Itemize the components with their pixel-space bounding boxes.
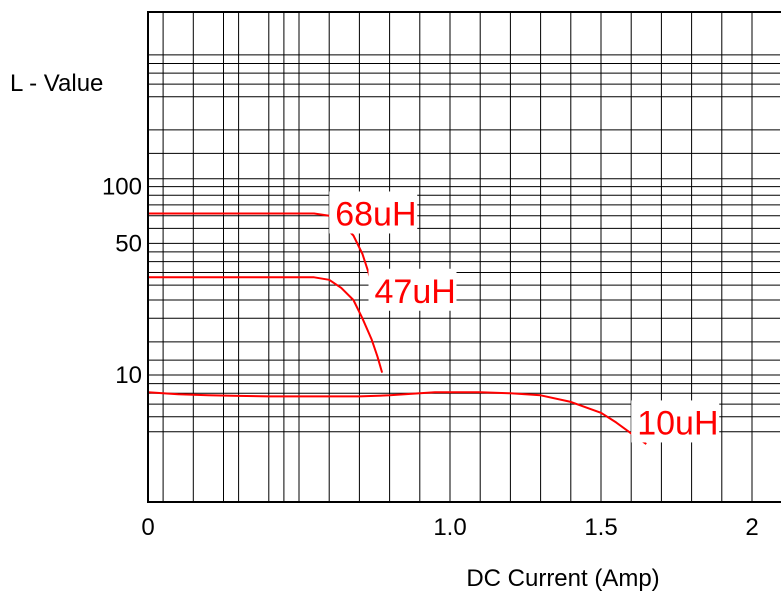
plot-frame [147, 11, 781, 503]
series-label-10uH: 10uH [637, 404, 718, 442]
series-label-background [631, 400, 720, 443]
x-tick-label: 2 [745, 514, 758, 541]
series-label-background [329, 191, 418, 234]
series-label-47uH: 47uH [375, 273, 456, 311]
x-tick-label: 1.0 [433, 514, 466, 541]
tick-labels: 0 1.0 1.5 2 100 50 10 [102, 174, 759, 541]
series-label-background [368, 268, 457, 311]
series-label-68uH: 68uH [335, 195, 416, 233]
series-curve-47uH [148, 276, 384, 373]
series-curves [147, 212, 647, 445]
x-tick-label: 1.5 [584, 514, 617, 541]
series-labels: 68uH 47uH 10uH [329, 191, 720, 443]
y-tick-label: 100 [102, 174, 142, 201]
x-tick-label: 0 [141, 514, 154, 541]
series-curve-10uH [147, 391, 647, 445]
x-axis-title: DC Current (Amp) [466, 565, 659, 592]
y-tick-label: 50 [115, 230, 142, 257]
grid-lines [148, 12, 780, 502]
y-axis-title: L - Value [10, 70, 103, 97]
y-tick-label: 10 [115, 362, 142, 389]
